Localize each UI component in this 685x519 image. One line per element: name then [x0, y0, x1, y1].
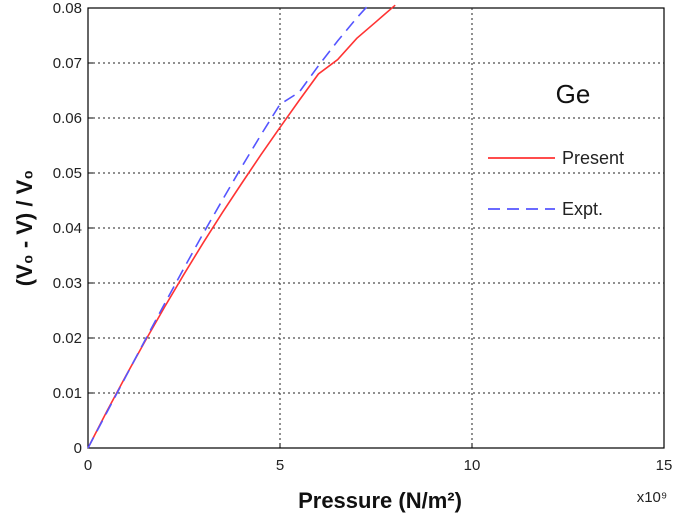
y-tick-label: 0 [74, 440, 82, 457]
y-axis-ticks: 0 0.01 0.02 0.03 0.04 0.05 0.06 0.07 0.08 [53, 0, 93, 457]
grid-lines [88, 8, 664, 448]
x-multiplier: x10⁹ [637, 489, 668, 506]
y-tick-label: 0.06 [53, 110, 82, 127]
series-line-present [87, 4, 396, 449]
series-group [87, 4, 396, 449]
legend-label-expt: Expt. [562, 199, 603, 219]
y-tick-label: 0.01 [53, 385, 82, 402]
x-tick-label: 15 [656, 457, 673, 474]
x-tick-label: 5 [276, 457, 284, 474]
x-axis-ticks: 0 5 10 15 [84, 443, 673, 474]
y-axis-label: (V₀ - V) / V₀ [12, 170, 37, 286]
legend-label-present: Present [562, 148, 624, 168]
x-axis-label: Pressure (N/m²) [298, 488, 462, 513]
y-tick-label: 0.05 [53, 165, 82, 182]
y-tick-label: 0.08 [53, 0, 82, 17]
legend: Present Expt. [488, 148, 624, 219]
series-line-expt [87, 4, 369, 449]
y-tick-label: 0.07 [53, 55, 82, 72]
x-tick-label: 0 [84, 457, 92, 474]
annotation-ge: Ge [556, 79, 591, 109]
x-tick-label: 10 [464, 457, 481, 474]
y-tick-label: 0.04 [53, 220, 82, 237]
y-tick-label: 0.02 [53, 330, 82, 347]
y-tick-label: 0.03 [53, 275, 82, 292]
